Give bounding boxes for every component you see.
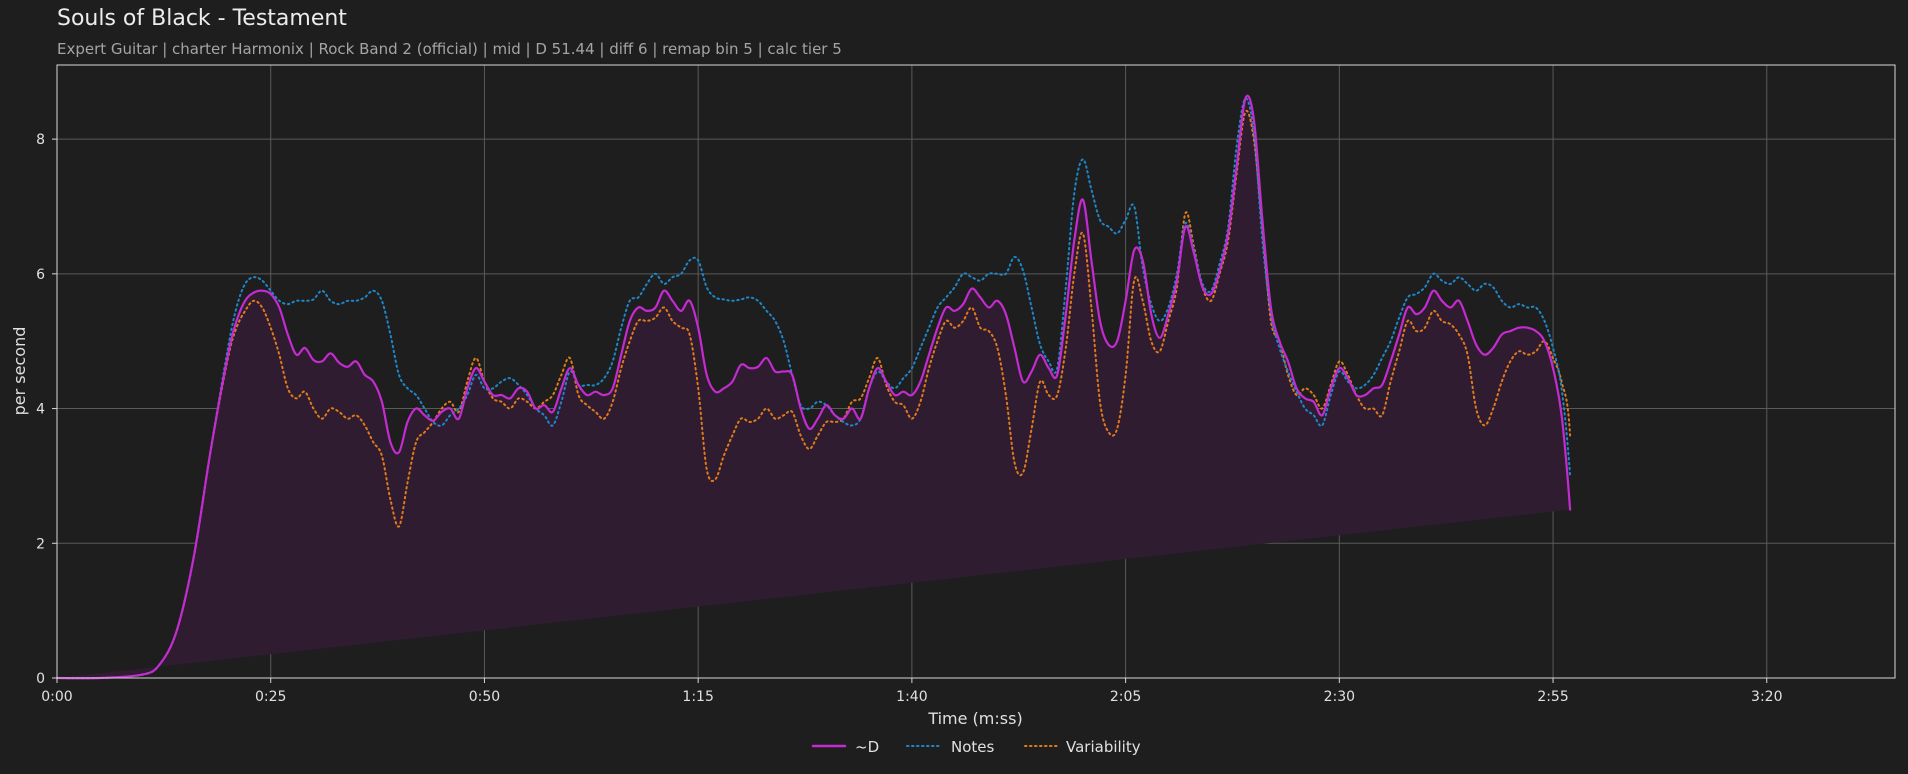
series-line-variability (56, 109, 1572, 680)
y-tick-label: 2 (36, 536, 45, 552)
x-tick-label: 0:50 (469, 689, 500, 705)
axis-ticks: 0:00 0:25 0:50 1:15 1:40 2:05 2:30 2:55 3:20 0 2 4 6… (36, 132, 1782, 705)
y-tick-label: 6 (36, 267, 45, 283)
plot-frame (56, 64, 1896, 679)
series-layer (55, 94, 1572, 680)
d-area-fill (57, 95, 1571, 679)
x-tick-label: 1:15 (682, 689, 713, 705)
x-tick-label: 2:55 (1537, 689, 1568, 705)
y-tick-label: 8 (36, 132, 45, 148)
y-axis-label: per second (10, 327, 29, 416)
x-tick-label: 3:20 (1751, 689, 1782, 705)
legend-label: ~D (855, 738, 879, 756)
y-tick-label: 4 (36, 402, 45, 418)
chart-subtitle: Expert Guitar | charter Harmonix | Rock … (57, 40, 842, 58)
chart-title: Souls of Black - Testament (57, 6, 347, 31)
x-tick-label: 0:25 (255, 689, 286, 705)
x-tick-label: 0:00 (41, 689, 72, 705)
legend-label: Variability (1066, 738, 1141, 756)
legend-label: Notes (951, 738, 995, 756)
x-tick-label: 2:30 (1324, 689, 1355, 705)
x-axis-label: Time (m:ss) (927, 709, 1022, 728)
x-tick-label: 1:40 (896, 689, 927, 705)
series-line-dd (55, 94, 1572, 680)
series-line-notes (56, 97, 1572, 680)
legend: ~D Notes Variability (811, 738, 1141, 756)
x-tick-label: 2:05 (1110, 689, 1141, 705)
y-tick-label: 0 (36, 671, 45, 687)
